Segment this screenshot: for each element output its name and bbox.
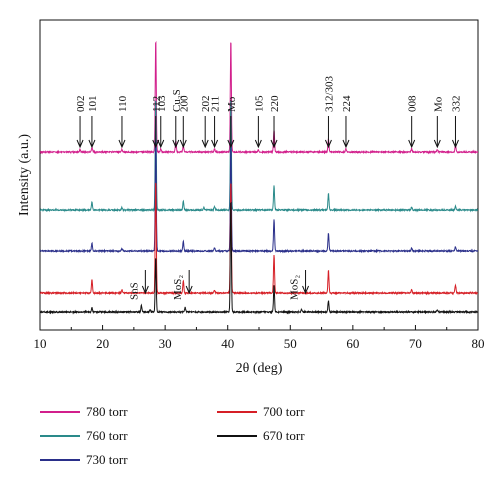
peak-arrowhead: [157, 139, 165, 149]
peak-label: 110: [117, 95, 129, 112]
series-line: [40, 201, 478, 315]
legend-label-670: 670 torr: [263, 428, 305, 443]
x-tick-label: 60: [346, 336, 359, 351]
peak-arrowhead: [270, 139, 278, 149]
peak-arrowhead: [254, 139, 262, 149]
peak-label: MoS₂: [172, 275, 184, 300]
peak-label: 224: [341, 95, 353, 112]
x-tick-label: 70: [409, 336, 422, 351]
peak-label: 211: [210, 96, 222, 112]
x-tick-label: 10: [34, 336, 47, 351]
peak-arrowhead: [152, 139, 160, 149]
legend-item-700: 700 torr: [217, 404, 305, 420]
peak-label: 103: [156, 95, 168, 112]
peak-label: 200: [178, 95, 190, 112]
x-tick-label: 80: [472, 336, 485, 351]
legend-swatch-670: [217, 435, 257, 437]
peak-arrowhead: [76, 139, 84, 149]
legend-item-760: 760 torr: [40, 428, 128, 444]
peak-arrowhead: [433, 139, 441, 149]
peak-arrowhead: [302, 285, 310, 295]
peak-label: SnS: [128, 282, 140, 300]
x-tick-label: 20: [96, 336, 109, 351]
peak-label: 002: [75, 96, 87, 113]
peak-label: 332: [450, 96, 462, 113]
legend-label-700: 700 torr: [263, 404, 305, 419]
peak-arrowhead: [172, 139, 180, 149]
x-tick-label: 40: [221, 336, 234, 351]
peak-arrowhead: [211, 139, 219, 149]
peak-label: Mo: [226, 96, 238, 112]
legend-label-760: 760 torr: [86, 428, 128, 443]
legend-label-730: 730 torr: [86, 452, 128, 467]
legend-label-780: 780 torr: [86, 404, 128, 419]
series-line: [40, 140, 478, 254]
x-tick-label: 30: [159, 336, 172, 351]
peak-arrowhead: [118, 139, 126, 149]
legend-item-670: 670 torr: [217, 428, 305, 444]
peak-arrowhead: [201, 139, 209, 149]
peak-arrowhead: [324, 139, 332, 149]
peak-arrowhead: [452, 139, 459, 149]
peak-arrowhead: [141, 285, 149, 295]
xrd-chart: 10 20 30 40 50 60 70 80 2θ (deg) Intensity (a.u.)…: [17, 19, 485, 376]
peak-arrowhead: [408, 139, 416, 149]
x-axis-title: 2θ (deg): [236, 361, 283, 376]
peak-label: MoS₂: [289, 275, 301, 300]
peak-label: 008: [407, 95, 419, 112]
x-tick-label: 50: [284, 336, 297, 351]
series-line: [40, 182, 478, 296]
series-line: [40, 40, 478, 155]
peak-arrowhead: [88, 139, 96, 149]
peak-label: 220: [269, 95, 281, 112]
peak-label: 101: [87, 96, 99, 113]
y-axis-title: Intensity (a.u.): [17, 134, 32, 216]
legend-swatch-730: [40, 459, 80, 461]
peak-arrowhead: [185, 285, 193, 295]
legend-swatch-780: [40, 411, 80, 413]
plot-frame: [39, 19, 479, 331]
legend-item-730: 730 torr: [40, 452, 128, 468]
series-line: [40, 100, 478, 213]
legend-swatch-760: [40, 435, 80, 437]
peak-arrowhead: [179, 139, 187, 149]
peak-label: Cu₂S: [171, 89, 183, 112]
peak-label: Mo: [432, 96, 444, 112]
peak-label: 105: [253, 95, 265, 112]
peak-arrowhead: [342, 139, 350, 149]
legend-item-780: 780 torr: [40, 404, 128, 420]
peak-arrowhead: [227, 139, 235, 149]
peak-label: 202: [200, 96, 212, 113]
peak-label: 312/303: [323, 75, 335, 112]
legend-swatch-700: [217, 411, 257, 413]
legend: 780 torr 760 torr 730 torr 700 torr 670 …: [40, 404, 480, 480]
peak-label: 112: [151, 96, 163, 112]
